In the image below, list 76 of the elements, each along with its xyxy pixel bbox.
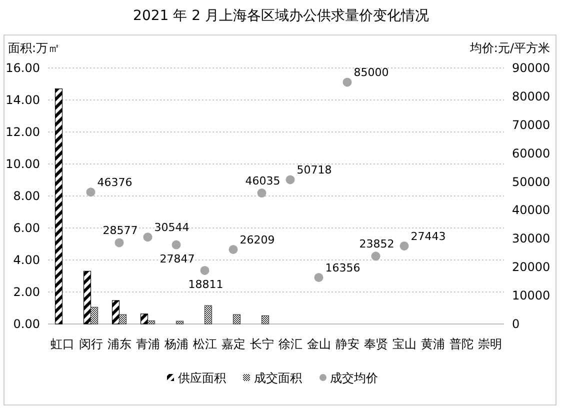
y2-tick-label: 50000 xyxy=(512,174,550,189)
x-tick-label: 闵行 xyxy=(78,337,103,351)
x-tick-label: 徐汇 xyxy=(278,337,302,351)
y2-tick-label: 30000 xyxy=(512,232,550,246)
point xyxy=(114,238,124,248)
point xyxy=(228,244,238,254)
x-tick-label: 浦东 xyxy=(107,337,132,351)
data-label: 28577 xyxy=(102,224,138,238)
y-tick-label: 14.00 xyxy=(6,93,40,107)
point xyxy=(172,240,181,250)
x-tick-label: 黄浦 xyxy=(420,337,445,351)
x-tick-label: 静安 xyxy=(335,337,360,351)
x-tick-label: 虹口 xyxy=(50,337,74,351)
data-label: 46035 xyxy=(245,174,280,188)
data-label: 23852 xyxy=(359,238,394,251)
x-tick-label: 嘉定 xyxy=(221,337,246,351)
bar xyxy=(176,320,184,324)
y-axis-title: 面积:万㎡ xyxy=(8,41,60,55)
legend-label: 成交均价 xyxy=(330,371,378,385)
y2-tick-label: 80000 xyxy=(512,89,550,104)
x-tick-label: 崇明 xyxy=(478,337,502,351)
point xyxy=(314,272,324,282)
y-tick-label: 10.00 xyxy=(6,157,40,171)
y2-tick-label: 10000 xyxy=(512,288,550,303)
y-tick-label: 4.00 xyxy=(13,253,40,267)
bar xyxy=(90,306,98,324)
point xyxy=(371,252,380,261)
y2-tick-label: 90000 xyxy=(512,61,550,75)
data-label: 85000 xyxy=(354,66,389,80)
bar xyxy=(204,305,212,324)
bar xyxy=(83,270,92,324)
bar xyxy=(112,300,120,324)
bar xyxy=(232,314,241,324)
bar xyxy=(147,320,156,324)
point xyxy=(286,175,295,184)
data-label: 18811 xyxy=(188,278,224,291)
y-tick-label: 6.00 xyxy=(13,221,40,235)
point xyxy=(342,78,352,87)
y-tick-label: 8.00 xyxy=(13,189,40,203)
data-label: 50718 xyxy=(296,164,332,177)
x-tick-label: 青浦 xyxy=(136,337,160,351)
bar xyxy=(140,314,148,324)
y-tick-label: 2.00 xyxy=(13,285,40,299)
y2-tick-label: 60000 xyxy=(512,146,550,160)
bar xyxy=(54,88,63,324)
data-label: 16356 xyxy=(325,261,360,274)
x-tick-label: 普陀 xyxy=(449,337,474,351)
chart-title: 2021 年 2 月上海各区域办公供求量价变化情况 xyxy=(133,8,429,24)
legend-label: 成交面积 xyxy=(254,371,302,385)
y-tick-label: 0.00 xyxy=(13,317,40,331)
y2-axis-title: 均价:元/平方米 xyxy=(468,41,550,55)
data-label: 26209 xyxy=(240,233,275,246)
point xyxy=(400,241,409,250)
x-tick-label: 松江 xyxy=(192,337,217,351)
bar xyxy=(118,314,127,324)
x-tick-label: 宝山 xyxy=(392,337,416,351)
data-label: 46376 xyxy=(97,176,132,190)
point xyxy=(143,232,152,242)
legend-label: 供应面积 xyxy=(178,371,226,385)
data-label: 30544 xyxy=(154,221,190,234)
point xyxy=(86,188,96,197)
x-tick-label: 奉贤 xyxy=(364,337,388,351)
y2-tick-label: 40000 xyxy=(512,203,550,218)
point xyxy=(257,188,266,198)
bar xyxy=(261,315,270,324)
y2-tick-label: 20000 xyxy=(512,260,550,274)
y2-tick-label: 0 xyxy=(512,317,520,331)
point xyxy=(200,266,210,275)
x-tick-label: 杨浦 xyxy=(163,337,188,351)
y2-tick-label: 70000 xyxy=(512,118,550,132)
y-tick-label: 12.00 xyxy=(6,125,40,139)
x-tick-label: 金山 xyxy=(306,337,331,351)
data-label: 27847 xyxy=(160,252,195,266)
y-tick-label: 16.00 xyxy=(6,61,40,75)
data-label: 27443 xyxy=(410,230,446,243)
x-tick-label: 长宁 xyxy=(250,337,274,351)
